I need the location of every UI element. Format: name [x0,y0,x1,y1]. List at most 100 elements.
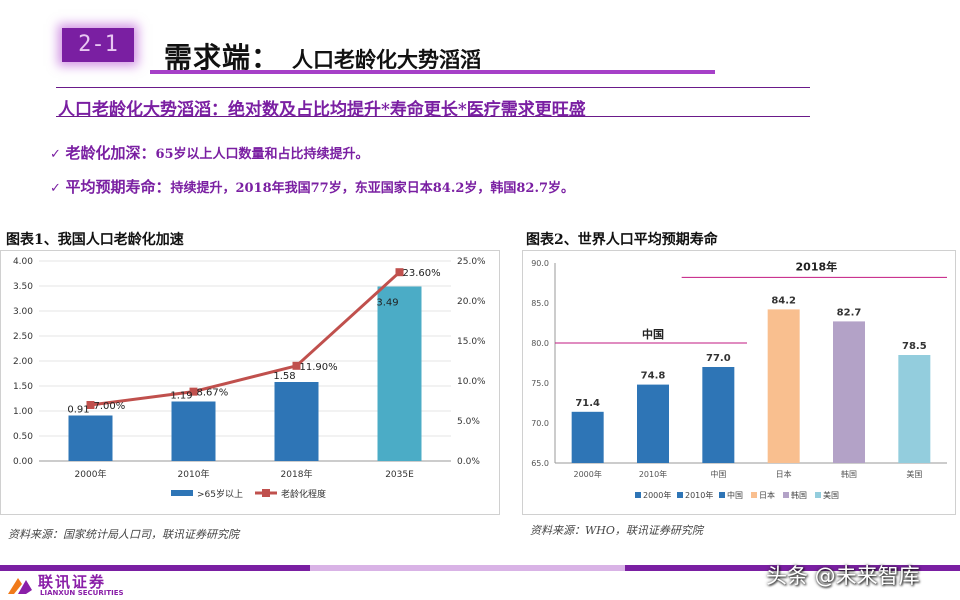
bar [171,401,216,461]
check-icon: ✓ [50,181,61,196]
bar-data-label: 84.2 [771,295,796,306]
bar-data-label: 71.4 [575,398,600,409]
y-tick-label: 80.0 [531,339,549,348]
y-tick-label-left: 1.00 [13,407,33,417]
headline-rule-bottom [56,116,810,117]
x-tick-label: 日本 [776,469,792,479]
bar [702,367,735,463]
legend-swatch [719,492,725,498]
legend-label: 中国 [727,490,743,500]
bar-data-label: 3.49 [376,298,398,309]
bullet-key: 平均预期寿命： [65,178,171,196]
y-tick-label-right: 10.0% [457,377,486,387]
bullet-aging: ✓ 老龄化加深：65岁以上人口数量和占比持续提升。 [50,142,369,163]
y-tick-label-right: 25.0% [457,257,486,267]
bar [833,321,865,463]
bar-data-label: 82.7 [837,307,862,318]
aging-chart: 0.00 0.50 1.00 1.50 2.00 2.50 3.00 3.50 4.00 0.0%… [13,257,486,500]
annotation-label: 2018年 [796,259,838,273]
bar [274,382,319,461]
legend-label: 日本 [759,490,775,500]
x-tick-label: 韩国 [841,469,857,479]
y-tick-label-left: 2.50 [13,332,33,342]
legend-swatch [677,492,683,498]
y-tick-label: 75.0 [531,379,549,388]
legend-label: 2010年 [685,490,713,500]
y-tick-label-right: 20.0% [457,297,486,307]
y-tick-label: 90.0 [531,259,549,268]
bar-data-label: 1.19 [170,391,192,402]
bar-data-label: 1.58 [273,371,295,382]
y-tick-label-left: 3.00 [13,307,33,317]
bullet-text: 65岁以上人口数量和占比持续提升。 [155,147,369,162]
annotation-label: 中国 [642,327,664,341]
bar-data-label: 0.91 [67,405,89,416]
y-tick-label-left: 2.00 [13,357,33,367]
bar [68,415,113,461]
bullet-key: 老龄化加深： [65,144,156,162]
line-data-label: 8.67% [197,388,229,399]
chart2-caption: 图表2、世界人口平均预期寿命 [526,232,718,248]
legend-label: 老龄化程度 [281,488,326,500]
legend-swatch-bar [171,490,193,496]
bullet-text: 持续提升，2018年我国77岁，东亚国家日本84.2岁，韩国82.7岁。 [170,181,575,196]
line-point [292,361,301,370]
legend-swatch-marker [262,489,270,497]
x-tick-label: 中国 [710,469,726,479]
line-point [86,401,95,409]
company-logo-icon [8,578,32,594]
y-tick-label: 65.0 [531,459,549,468]
chart1-source: 资料来源：国家统计局人口司，联讯证券研究院 [8,528,239,541]
x-tick-label: 2010年 [178,468,210,480]
chart2-panel: 65.0 70.0 75.0 80.0 85.0 90.0 71.4 2000年 74.8 201… [522,250,956,515]
line-data-label: 11.90% [300,362,338,373]
chart1-caption: 图表1、我国人口老龄化加速 [6,232,184,248]
legend-swatch [815,492,821,498]
line-point [395,268,404,277]
bar-data-label: 78.5 [902,341,927,352]
x-tick-label: 2000年 [75,468,107,480]
series-line [90,271,401,407]
company-logo-en: LIANXUN SECURITIES [40,589,124,597]
page-title: 需求端： [164,41,281,74]
bar [637,384,669,463]
bar [571,411,604,463]
bar [767,309,800,463]
headline: 人口老龄化大势滔滔：绝对数及占比均提升*寿命更长*医疗需求更旺盛 [58,100,586,120]
x-tick-label: 2010年 [639,469,667,479]
y-tick-label-right: 0.0% [457,457,480,467]
x-tick-label: 2000年 [573,469,601,479]
bar-data-label: 74.8 [641,371,666,382]
legend-label: >65岁以上 [197,488,243,500]
y-tick-label-left: 1.50 [13,382,33,392]
line-data-label: 23.60% [403,268,441,279]
headline-rule-top [56,87,810,88]
y-tick-label-left: 0.00 [13,457,33,467]
bar [898,355,931,463]
x-tick-label: 2035E [385,470,414,480]
title-underline [150,70,715,74]
x-tick-label: 2018年 [281,468,313,480]
legend-label: 2000年 [643,490,671,500]
check-icon: ✓ [50,147,61,162]
y-tick-label-right: 15.0% [457,337,486,347]
y-tick-label-left: 4.00 [13,257,33,267]
company-logo-text: 联讯证券 [38,573,107,591]
line-data-label: 7.00% [94,401,126,412]
y-tick-label: 85.0 [531,299,549,308]
chart1-panel: 0.00 0.50 1.00 1.50 2.00 2.50 3.00 3.50 4.00 0.0%… [0,250,500,515]
bar [377,286,422,461]
line-point [189,387,198,396]
bar-data-label: 77.0 [706,353,731,364]
legend-swatch [783,492,789,498]
chart2-source: 资料来源：WHO，联讯证券研究院 [530,524,703,537]
bullet-life-expectancy: ✓ 平均预期寿命：持续提升，2018年我国77岁，东亚国家日本84.2岁，韩国8… [50,176,574,197]
y-tick-label: 70.0 [531,419,549,428]
footer-bar-highlight [310,565,625,571]
legend-label: 韩国 [791,490,807,500]
legend-swatch [635,492,641,498]
page-subtitle: 人口老龄化大势滔滔 [292,47,481,72]
y-tick-label-right: 5.0% [457,417,480,427]
legend-label: 美国 [823,490,839,500]
y-tick-label-left: 0.50 [13,432,33,442]
